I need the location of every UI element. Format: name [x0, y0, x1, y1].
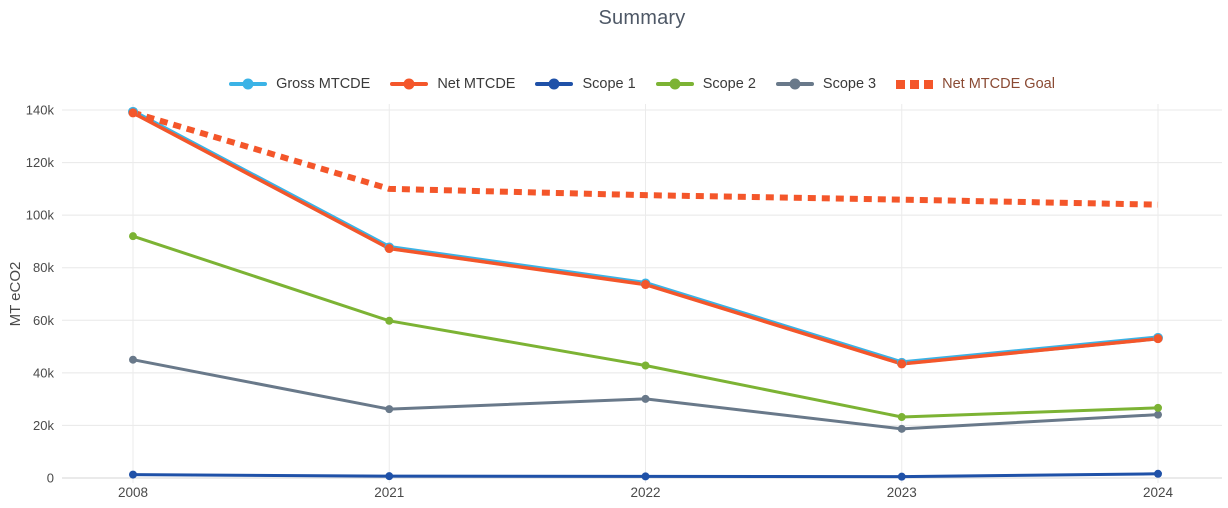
legend-marker-line-icon [390, 78, 429, 90]
series-point-scope-3[interactable] [129, 355, 137, 364]
x-tick-label: 2023 [887, 485, 917, 500]
series-point-scope-1[interactable] [129, 470, 137, 479]
legend-item-scope-1[interactable]: Scope 1 [535, 76, 636, 92]
series-point-scope-3[interactable] [897, 424, 906, 433]
series-point-net-mtcde[interactable] [641, 280, 650, 290]
y-axis-title: MT eCO2 [7, 262, 24, 327]
legend-item-label: Scope 1 [582, 76, 636, 92]
legend-item-net-mtcde[interactable]: Net MTCDE [390, 76, 515, 92]
series-point-net-mtcde[interactable] [128, 108, 138, 118]
series-point-scope-1[interactable] [385, 472, 394, 481]
y-tick-label: 0 [47, 471, 54, 486]
series-point-scope-1[interactable] [897, 472, 906, 481]
series-point-scope-3[interactable] [641, 394, 650, 403]
series-line-net-mtcde-goal[interactable] [132, 109, 1159, 208]
legend-marker-dashed-icon [896, 79, 934, 89]
x-tick-label: 2021 [374, 485, 404, 500]
legend-item-label: Net MTCDE Goal [942, 76, 1055, 92]
legend-item-net-mtcde-goal[interactable]: Net MTCDE Goal [896, 76, 1055, 92]
series-point-scope-2[interactable] [641, 361, 650, 370]
legend-item-label: Scope 3 [822, 76, 877, 92]
series-point-scope-1[interactable] [641, 472, 650, 481]
legend-item-label: Scope 2 [702, 76, 756, 92]
legend-marker-line-icon [775, 78, 814, 90]
series-point-scope-2[interactable] [385, 316, 394, 325]
series-point-scope-3[interactable] [1154, 410, 1162, 419]
legend-marker-line-icon [655, 78, 694, 90]
series-point-net-mtcde[interactable] [384, 244, 394, 254]
legend-item-scope-3[interactable]: Scope 3 [775, 76, 877, 92]
series-point-scope-2[interactable] [1154, 403, 1162, 412]
y-tick-label: 40k [33, 365, 54, 380]
series-point-scope-2[interactable] [129, 232, 137, 241]
x-tick-label: 2022 [630, 485, 660, 500]
series-point-scope-2[interactable] [897, 413, 906, 422]
y-tick-label: 120k [26, 155, 55, 170]
legend-item-gross-mtcde[interactable]: Gross MTCDE [229, 76, 370, 92]
series-point-scope-1[interactable] [1154, 469, 1162, 478]
legend-item-label: Gross MTCDE [276, 76, 371, 92]
legend-marker-line-icon [229, 78, 268, 90]
x-tick-label: 2024 [1143, 485, 1174, 500]
series-point-scope-3[interactable] [385, 405, 394, 414]
y-tick-label: 20k [33, 418, 54, 433]
chart-title: Summary [598, 7, 686, 29]
series-point-net-mtcde[interactable] [897, 359, 907, 369]
y-tick-label: 60k [33, 313, 54, 328]
legend: Gross MTCDE Net MTCDE Scope 1 Scope 2 Scope … [62, 76, 1222, 92]
x-tick-label: 2008 [118, 485, 148, 500]
series-point-net-mtcde[interactable] [1153, 334, 1163, 344]
y-tick-label: 80k [33, 260, 54, 275]
y-tick-label: 100k [26, 208, 55, 223]
legend-marker-line-icon [535, 78, 574, 90]
legend-item-label: Net MTCDE [437, 76, 516, 92]
legend-item-scope-2[interactable]: Scope 2 [655, 76, 756, 92]
y-tick-label: 140k [26, 103, 55, 118]
